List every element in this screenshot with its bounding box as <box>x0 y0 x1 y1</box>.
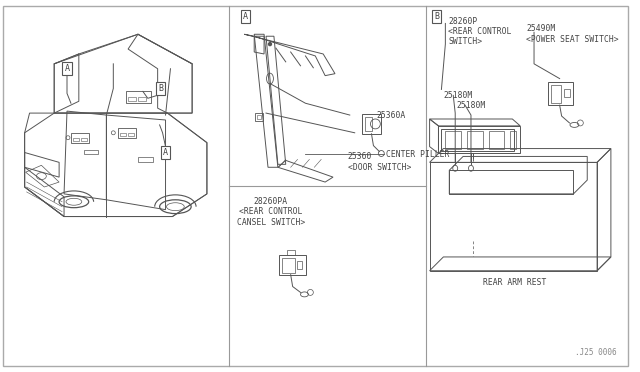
Text: 28260P
<REAR CONTROL
SWITCH>: 28260P <REAR CONTROL SWITCH> <box>448 16 512 46</box>
Bar <box>138 97 146 101</box>
Bar <box>296 261 303 269</box>
Text: A: A <box>163 148 168 157</box>
Bar <box>71 133 89 142</box>
Text: 25180M: 25180M <box>456 101 486 110</box>
Text: A: A <box>65 64 70 73</box>
Bar <box>73 138 79 141</box>
Bar <box>81 138 86 141</box>
Text: 25490M
<POWER SEAT SWITCH>: 25490M <POWER SEAT SWITCH> <box>526 25 619 44</box>
Bar <box>564 89 570 97</box>
Bar <box>126 92 151 103</box>
Text: A: A <box>243 12 248 21</box>
Text: CENTER PILLER: CENTER PILLER <box>386 150 450 159</box>
Bar <box>255 113 263 121</box>
Text: REAR ARM REST: REAR ARM REST <box>483 278 546 287</box>
Bar <box>287 250 294 255</box>
Text: 25360
<DOOR SWITCH>: 25360 <DOOR SWITCH> <box>348 153 411 172</box>
Bar <box>120 133 126 136</box>
Text: .J25 0006: .J25 0006 <box>575 349 617 357</box>
Text: 28260PA
<REAR CONTROL
CANSEL SWITCH>: 28260PA <REAR CONTROL CANSEL SWITCH> <box>237 197 305 227</box>
Bar <box>128 133 134 136</box>
Circle shape <box>269 43 271 46</box>
Bar <box>257 115 261 119</box>
Bar <box>118 128 136 138</box>
Bar <box>365 117 372 131</box>
Text: B: B <box>158 84 163 93</box>
Bar <box>138 157 153 162</box>
Bar <box>551 86 561 103</box>
Text: B: B <box>434 12 439 21</box>
Bar <box>282 258 294 273</box>
Text: 25180M: 25180M <box>444 91 472 100</box>
Bar <box>84 150 97 154</box>
Text: 25360A: 25360A <box>376 110 406 119</box>
Bar <box>128 97 136 101</box>
